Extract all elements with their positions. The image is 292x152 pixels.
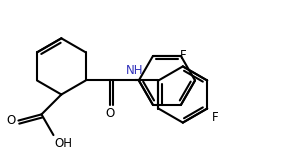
Text: O: O [105, 107, 115, 121]
Text: OH: OH [55, 137, 73, 150]
Text: F: F [180, 49, 186, 62]
Text: F: F [212, 111, 219, 124]
Text: NH: NH [126, 64, 143, 77]
Text: O: O [7, 114, 16, 127]
